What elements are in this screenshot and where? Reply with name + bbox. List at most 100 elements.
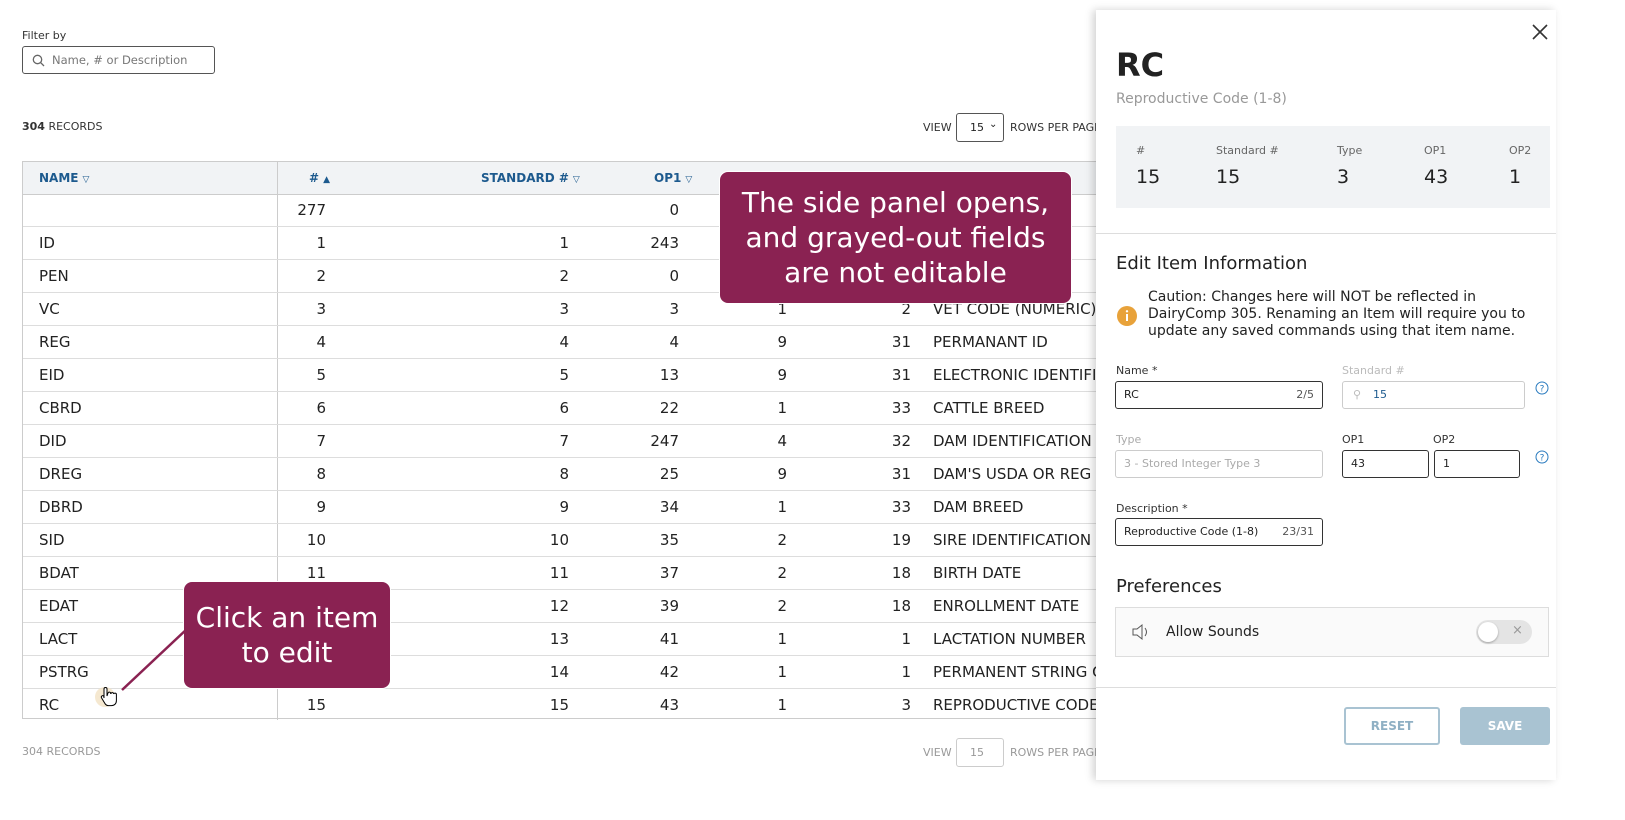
reset-button[interactable]: RESET bbox=[1344, 707, 1440, 745]
table-cell: 1 bbox=[901, 663, 911, 681]
column-header[interactable]: # ▲ bbox=[309, 171, 330, 185]
table-cell: ELECTRONIC IDENTIFI bbox=[933, 366, 1097, 384]
help-icon[interactable]: ? bbox=[1535, 381, 1549, 395]
table-cell: 3 bbox=[901, 696, 911, 714]
table-cell: 0 bbox=[669, 267, 679, 285]
filter-input[interactable]: Name, # or Description bbox=[22, 46, 215, 74]
table-cell: 1 bbox=[777, 300, 787, 318]
speaker-icon bbox=[1132, 623, 1147, 641]
field-label: Standard # bbox=[1342, 364, 1405, 377]
table-row[interactable] bbox=[23, 194, 1123, 227]
records-number: 304 bbox=[22, 745, 43, 758]
divider bbox=[1096, 687, 1556, 688]
panel-title: RC bbox=[1116, 46, 1165, 84]
rows-value: 15 bbox=[970, 121, 984, 134]
summary-value: 1 bbox=[1509, 166, 1522, 188]
table-row[interactable] bbox=[23, 458, 1123, 491]
table-cell: 11 bbox=[306, 564, 326, 582]
table-cell: CBRD bbox=[39, 399, 82, 417]
view-label: VIEW bbox=[923, 121, 952, 134]
column-header[interactable]: OP1 ▽ bbox=[654, 171, 693, 185]
table-cell: VET CODE (NUMERIC) bbox=[933, 300, 1097, 318]
table-cell: 0 bbox=[669, 201, 679, 219]
table-cell: 22 bbox=[659, 399, 679, 417]
table-cell: 25 bbox=[659, 465, 679, 483]
table-cell: ID bbox=[39, 234, 55, 252]
save-button[interactable]: SAVE bbox=[1460, 707, 1550, 745]
table-cell: 5 bbox=[559, 366, 569, 384]
table-row[interactable] bbox=[23, 524, 1123, 557]
summary-value: 3 bbox=[1337, 166, 1350, 188]
column-header[interactable]: STANDARD # ▽ bbox=[481, 171, 580, 185]
table-cell: 3 bbox=[559, 300, 569, 318]
table-cell: 6 bbox=[559, 399, 569, 417]
side-panel: RC Reproductive Code (1-8) #15 Standard #… bbox=[1096, 10, 1556, 780]
table-row[interactable] bbox=[23, 293, 1123, 326]
sound-toggle[interactable]: × bbox=[1476, 620, 1532, 644]
help-icon[interactable]: ? bbox=[1535, 450, 1549, 464]
table-cell: 15 bbox=[549, 696, 569, 714]
rows-select[interactable]: 15 ⌄ bbox=[956, 113, 1004, 142]
table-cell: ENROLLMENT DATE bbox=[933, 597, 1080, 615]
standard-input: ⚲ 15 bbox=[1342, 381, 1525, 409]
summary-value: 43 bbox=[1424, 166, 1449, 188]
table-cell: 34 bbox=[659, 498, 679, 516]
table-cell: 1 bbox=[777, 630, 787, 648]
table-cell: 243 bbox=[650, 234, 679, 252]
table-row[interactable] bbox=[23, 392, 1123, 425]
field-label: OP2 bbox=[1433, 433, 1456, 446]
table-row[interactable] bbox=[23, 326, 1123, 359]
rows-select[interactable]: 15 bbox=[956, 738, 1004, 767]
callout: Click an item to edit bbox=[184, 582, 390, 688]
table-row[interactable] bbox=[23, 227, 1123, 260]
op2-input[interactable]: 1 bbox=[1434, 450, 1520, 478]
table-cell: DAM IDENTIFICATION bbox=[933, 432, 1092, 450]
summary-value: 15 bbox=[1136, 166, 1161, 188]
filter-placeholder: Name, # or Description bbox=[52, 53, 188, 67]
table-row[interactable] bbox=[23, 623, 1123, 656]
records-label: RECORDS bbox=[48, 120, 103, 133]
table-row[interactable] bbox=[23, 359, 1123, 392]
table-row[interactable] bbox=[23, 425, 1123, 458]
table-cell: 2 bbox=[316, 267, 326, 285]
table-row[interactable] bbox=[23, 656, 1123, 689]
char-count: 2/5 bbox=[1296, 388, 1314, 401]
callout-text: Click an item to edit bbox=[195, 601, 379, 669]
column-divider bbox=[277, 162, 278, 720]
table-cell: 8 bbox=[316, 465, 326, 483]
table-cell: 33 bbox=[891, 399, 911, 417]
table-cell: 7 bbox=[316, 432, 326, 450]
sort-icon: ▽ bbox=[572, 175, 580, 185]
char-count: 23/31 bbox=[1282, 525, 1314, 538]
table-cell: DBRD bbox=[39, 498, 83, 516]
divider bbox=[1096, 233, 1556, 234]
table-cell: 3 bbox=[316, 300, 326, 318]
op1-input[interactable]: 43 bbox=[1342, 450, 1429, 478]
table-cell: DAM BREED bbox=[933, 498, 1024, 516]
table-row[interactable] bbox=[23, 491, 1123, 524]
table-cell: 18 bbox=[891, 597, 911, 615]
records-number: 304 bbox=[22, 120, 45, 133]
table-row[interactable] bbox=[23, 557, 1123, 590]
field-label: Name * bbox=[1116, 364, 1158, 377]
close-button[interactable] bbox=[1530, 22, 1550, 42]
table-cell: 31 bbox=[891, 366, 911, 384]
column-header[interactable]: NAME ▽ bbox=[39, 171, 90, 185]
section-title: Edit Item Information bbox=[1116, 253, 1308, 274]
rows-per-page: ROWS PER PAGE bbox=[1010, 121, 1102, 134]
table-cell: 9 bbox=[777, 366, 787, 384]
callout-text: The side panel opens, and grayed-out fie… bbox=[741, 186, 1050, 289]
table-cell: 4 bbox=[316, 333, 326, 351]
field-value: 15 bbox=[1373, 388, 1387, 401]
records-count: 304 RECORDS bbox=[22, 120, 103, 133]
records-count-bottom: 304 RECORDS bbox=[22, 745, 101, 758]
name-input[interactable]: RC 2/5 bbox=[1115, 381, 1323, 409]
table-row[interactable] bbox=[23, 260, 1123, 293]
table-cell: SIRE IDENTIFICATION bbox=[933, 531, 1092, 549]
table-cell: 1 bbox=[777, 498, 787, 516]
sound-row: Allow Sounds × bbox=[1115, 607, 1549, 657]
table-cell: 15 bbox=[306, 696, 326, 714]
description-input[interactable]: Reproductive Code (1-8) 23/31 bbox=[1115, 518, 1323, 546]
table-row[interactable] bbox=[23, 590, 1123, 623]
table-cell: VC bbox=[39, 300, 60, 318]
